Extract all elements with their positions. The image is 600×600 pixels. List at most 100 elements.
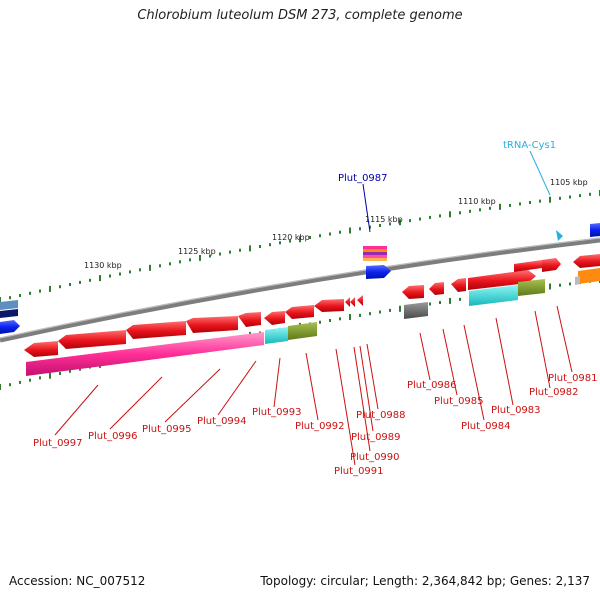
ruler-tick — [379, 224, 381, 227]
gene-forward-c — [542, 258, 561, 272]
gene-label-plut-0992[interactable]: Plut_0992 — [295, 421, 345, 432]
gene-label-plut-0990[interactable]: Plut_0990 — [350, 452, 400, 463]
ruler-tick — [359, 227, 361, 231]
feature-gray — [404, 302, 428, 319]
gene-red-small-1 — [238, 312, 261, 327]
feature-teal — [265, 327, 288, 344]
leader-lines — [54, 305, 573, 466]
ruler-tick — [299, 236, 301, 243]
gene-forward-e — [573, 254, 600, 268]
ruler-tick — [459, 297, 461, 301]
gene-label-plut-0985[interactable]: Plut_0985 — [434, 396, 484, 407]
scale-label: 1120 kbp — [272, 233, 310, 242]
ruler-tick — [39, 376, 41, 380]
ruler-tick — [289, 239, 291, 243]
gene-plut-0992 — [285, 305, 314, 319]
ruler-tick — [319, 234, 321, 238]
ruler-tick — [339, 230, 341, 234]
feature-orange — [578, 268, 600, 284]
gene-label-plut-0986[interactable]: Plut_0986 — [407, 380, 457, 391]
gene-label-plut-0989[interactable]: Plut_0989 — [351, 432, 401, 443]
gene-plut-0993 — [264, 311, 285, 325]
ruler-tick — [449, 297, 451, 304]
gene-forward-a — [468, 270, 536, 290]
ruler-tick — [569, 282, 571, 286]
ruler-tick — [489, 206, 491, 210]
ruler-tick — [0, 297, 1, 303]
gene-plut-0991 — [314, 299, 344, 312]
ruler-tick — [79, 367, 81, 371]
gene-label-plut-0984[interactable]: Plut_0984 — [461, 421, 511, 432]
gene-label-plut-0996[interactable]: Plut_0996 — [88, 431, 138, 442]
ruler-tick — [439, 301, 441, 304]
gene-label-plut-0983[interactable]: Plut_0983 — [491, 405, 541, 416]
gene-label-plut-0987[interactable]: Plut_0987 — [338, 173, 388, 184]
ruler-tick — [579, 194, 581, 198]
ruler-tick — [239, 248, 241, 252]
scale-label: 1105 kbp — [550, 178, 588, 187]
ruler-tick — [39, 289, 41, 293]
gene-label-plut-0982[interactable]: Plut_0982 — [529, 387, 579, 398]
gene-label-plut-0988[interactable]: Plut_0988 — [356, 410, 406, 421]
scale-label: 1115 kbp — [365, 215, 403, 224]
ruler-tick — [339, 317, 341, 321]
map-title: Chlorobium luteolum DSM 273, complete ge… — [137, 8, 463, 23]
ruler-tick — [369, 312, 371, 316]
gene-forward-b — [514, 260, 542, 272]
feature-olive-2 — [518, 279, 545, 296]
ruler-tick — [389, 222, 391, 226]
ruler-tick — [509, 203, 511, 207]
gene-plut-0997 — [24, 341, 58, 357]
ruler-tick — [159, 264, 161, 268]
gene-label-plut-0981[interactable]: Plut_0981 — [548, 373, 598, 384]
ruler-tick — [329, 319, 331, 322]
ruler-tick — [0, 384, 1, 390]
gene-trna-cys1 — [556, 230, 563, 241]
scale-labels: 1130 kbp 1125 kbp 1120 kbp 1115 kbp 1110… — [84, 178, 588, 270]
ruler-tick — [69, 369, 71, 373]
ruler-tick — [49, 285, 51, 292]
ruler-tick — [269, 243, 271, 247]
leader-line-plut-0987 — [362, 183, 371, 233]
scale-ruler-upper — [0, 190, 600, 303]
gene-label-plut-0995[interactable]: Plut_0995 — [142, 424, 192, 435]
gene-label-plut-0997[interactable]: Plut_0997 — [33, 438, 83, 449]
ruler-tick — [399, 305, 401, 312]
forward-strand-genes — [0, 223, 600, 334]
ruler-tick — [249, 245, 251, 252]
ruler-tick — [499, 203, 501, 210]
gene-plut-0987 — [366, 265, 391, 279]
ruler-tick — [169, 262, 171, 266]
leader-line-trna-cys1 — [529, 150, 551, 196]
scale-label: 1130 kbp — [84, 261, 122, 270]
ruler-tick — [309, 236, 311, 239]
ruler-tick — [409, 219, 411, 223]
gene-plut-0990 — [345, 297, 350, 307]
ruler-tick — [469, 209, 471, 213]
gene-label-group: Plut_0997 Plut_0996 Plut_0995 Plut_0994 … — [33, 140, 598, 477]
ruler-tick — [89, 278, 91, 282]
gene-label-plut-0991[interactable]: Plut_0991 — [334, 466, 384, 477]
ruler-tick — [539, 199, 541, 203]
gene-plut-0985 — [429, 282, 444, 295]
ruler-tick — [229, 250, 231, 254]
ruler-tick — [589, 192, 591, 196]
gene-plut-0984 — [451, 278, 466, 292]
ruler-tick — [329, 232, 331, 236]
scale-label: 1125 kbp — [178, 247, 216, 256]
gene-label-plut-0994[interactable]: Plut_0994 — [197, 416, 247, 427]
ruler-tick — [59, 372, 61, 375]
ruler-tick — [519, 202, 521, 206]
ruler-tick — [69, 283, 71, 286]
gene-label-trna-cys1[interactable]: tRNA-Cys1 — [503, 140, 556, 151]
genome-summary-text: Topology: circular; Length: 2,364,842 bp… — [260, 574, 590, 588]
ruler-tick — [449, 211, 451, 218]
ruler-tick — [559, 196, 561, 200]
ruler-tick — [529, 201, 531, 204]
ruler-tick — [419, 217, 421, 221]
gene-label-plut-0993[interactable]: Plut_0993 — [252, 407, 302, 418]
genome-backbone-highlight — [0, 237, 600, 339]
ruler-tick — [259, 245, 261, 248]
